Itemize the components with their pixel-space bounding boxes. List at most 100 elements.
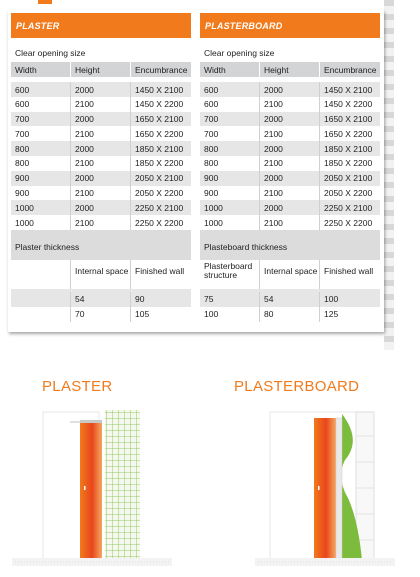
table-row: 600 2100 1450 X 2200 [11,96,191,112]
header-finished-wall: Finished wall [135,265,185,276]
cell: 2000 [71,141,131,156]
cell: 2100 [71,126,131,142]
cell: 2100 [260,215,320,230]
cell [11,306,71,322]
cell: 1850 X 2200 [135,158,184,169]
cell: 1850 X 2200 [324,158,373,169]
cell: 54 [71,291,131,307]
cell: 2100 [71,215,131,230]
cell: 2000 [260,111,320,127]
table-row: 1000 2000 2250 X 2100 [11,200,191,216]
table-row: 1000 2000 2250 X 2100 [200,200,380,216]
cell: 75 [200,291,260,307]
cell: 2050 X 2200 [324,188,373,199]
cell: 800 [200,141,260,156]
cell: 2000 [71,111,131,127]
cell: 900 [11,185,71,201]
cell: 1650 X 2100 [324,114,373,125]
cell: 700 [200,126,260,142]
plasterboard-thickness-label: Plasteboard thickness [200,229,380,260]
cell: 2100 [71,96,131,112]
cell: 900 [200,170,260,186]
header-width: Width [200,62,260,77]
table-row: 700 2000 1650 X 2100 [11,111,191,127]
cell: 1450 X 2200 [135,99,184,110]
cell: 1650 X 2200 [324,128,373,139]
cell: 1450 X 2100 [324,84,373,95]
cell: 800 [11,155,71,171]
plasterboard-illustration [255,411,395,566]
top-accent-mark [38,0,52,4]
cell: 2100 [260,155,320,171]
plaster-mesh-wall [105,410,140,560]
header-width: Width [11,62,71,77]
cell: 2000 [71,82,131,97]
cell: 2250 X 2200 [135,217,184,228]
cell: 2000 [260,141,320,156]
cell: 80 [260,306,320,322]
cell: 125 [324,309,339,320]
cell: 1000 [200,215,260,230]
cell: 90 [135,294,145,305]
cell: 70 [71,306,131,322]
header-internal-space: Internal space [260,259,320,289]
table-row: 800 2100 1850 X 2200 [200,155,380,171]
cell: 2100 [71,185,131,201]
cell: 2250 X 2200 [324,217,373,228]
cell: 1450 X 2200 [324,99,373,110]
cell: 2100 [260,185,320,201]
cell: 1450 X 2100 [135,84,184,95]
cell: 2050 X 2200 [135,188,184,199]
cell: 54 [260,291,320,307]
table-row: 700 2100 1650 X 2200 [11,126,191,142]
header-finished-wall: Finished wall [324,265,374,276]
plaster-floor [12,558,172,566]
table-row: 900 2000 2050 X 2100 [200,170,380,186]
dimension-tables: PLASTER Clear opening size Width Height … [8,10,384,332]
cell: 2000 [260,170,320,186]
plaster-panel: PLASTER Clear opening size Width Height … [11,13,191,322]
page-edge-strip [384,0,394,350]
plasterboard-thickness-header: Plasterboard structure Internal space Fi… [200,259,380,289]
plaster-thickness-label: Plaster thickness [11,229,191,260]
cell: 2000 [71,200,131,216]
table-row: 700 2100 1650 X 2200 [200,126,380,142]
plasterboard-opening-label: Clear opening size [204,48,275,58]
plasterboard-layer [341,414,362,560]
plaster-panel-title: PLASTER [11,13,191,38]
table-row: 800 2100 1850 X 2200 [11,155,191,171]
cell: 105 [135,309,150,320]
cell: 800 [200,155,260,171]
cell: 1000 [200,200,260,216]
table-row: 54 90 [11,291,191,307]
header-height: Height [260,62,320,77]
cell: 2050 X 2100 [135,173,184,184]
plasterboard-panel: PLASTERBOARD Clear opening size Width He… [200,13,380,322]
cell: 2000 [260,200,320,216]
cell: 2100 [260,96,320,112]
header-blank [11,259,71,289]
cell: 900 [200,185,260,201]
header-encumbrance: Encumbrance [135,65,188,75]
table-row: 600 2100 1450 X 2200 [200,96,380,112]
cell: 1850 X 2100 [324,143,373,154]
plaster-door-panel [80,420,102,560]
cell: 1650 X 2100 [135,114,184,125]
table-row: 100 80 125 [200,306,380,322]
cell: 800 [11,141,71,156]
plaster-table-body: 600 2000 1450 X 2100 600 2100 1450 X 2200 70… [11,82,191,230]
table-row: 800 2000 1850 X 2100 [11,141,191,156]
cell: 600 [11,96,71,112]
cell: 700 [11,126,71,142]
table-row: 900 2100 2050 X 2200 [11,185,191,201]
cell: 2000 [71,170,131,186]
cell: 1000 [11,200,71,216]
table-row: 600 2000 1450 X 2100 [200,82,380,97]
plasterboard-caption: PLASTERBOARD [234,378,360,395]
header-encumbrance: Encumbrance [324,65,377,75]
table-row: 75 54 100 [200,291,380,307]
cell [11,291,71,307]
table-row: 1000 2100 2250 X 2200 [200,215,380,230]
cell: 2250 X 2100 [135,202,184,213]
cell: 900 [11,170,71,186]
